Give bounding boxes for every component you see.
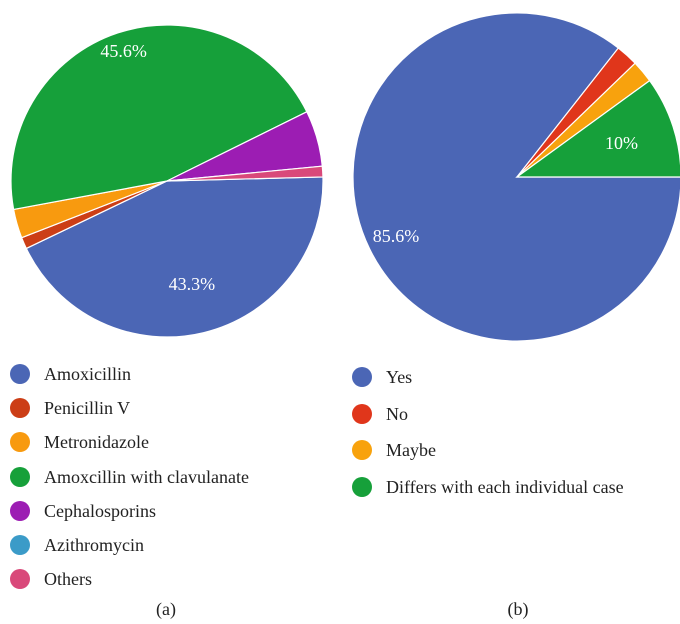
legend-swatch — [10, 569, 30, 590]
legend-swatch — [10, 432, 30, 453]
legend-swatch — [10, 398, 30, 419]
legend-swatch — [10, 364, 30, 384]
slice-data-label: 10% — [605, 133, 638, 153]
pie-chart-b: 85.6% 10% — [352, 12, 680, 342]
legend-label: Maybe — [386, 440, 436, 461]
legend-swatch — [352, 403, 372, 424]
legend-swatch — [10, 466, 30, 487]
figure-caption-a: (a) — [156, 599, 176, 619]
legend-label: Others — [44, 569, 92, 590]
slice-data-label: 85.6% — [373, 226, 420, 246]
pie-slice-others — [166, 165, 324, 182]
legend-swatch — [10, 500, 30, 521]
legend-label: Amoxicillin — [44, 364, 131, 384]
pie-chart-a: 43.3% 45.6% — [10, 24, 324, 338]
pie-slice-amoxicillin — [25, 176, 324, 338]
legend-label: No — [386, 403, 408, 424]
legend-label: Metronidazole — [44, 432, 149, 453]
legend-swatch — [352, 367, 372, 387]
legend-label: Amoxcillin with clavulanate — [44, 466, 249, 487]
slice-data-label: 45.6% — [100, 41, 147, 61]
slice-data-label: 43.3% — [169, 274, 216, 294]
legend-swatch — [352, 440, 372, 461]
pie-slice-differs-with-each-individual-case — [515, 79, 680, 178]
legend-label: Penicillin V — [44, 398, 131, 419]
legend-label: Azithromycin — [44, 534, 144, 555]
figure-caption-b: (b) — [507, 599, 529, 619]
legend-swatch — [10, 534, 30, 555]
legend-swatch — [352, 477, 372, 498]
pie-charts: 43.3% 45.6% 85.6% 10% — [10, 12, 680, 342]
legend-label: Differs with each individual case — [386, 477, 624, 498]
pie-slice-amoxcillin-with-clavulanate — [10, 24, 308, 211]
legend-label: Cephalosporins — [44, 500, 156, 521]
legend-label: Yes — [386, 367, 413, 387]
